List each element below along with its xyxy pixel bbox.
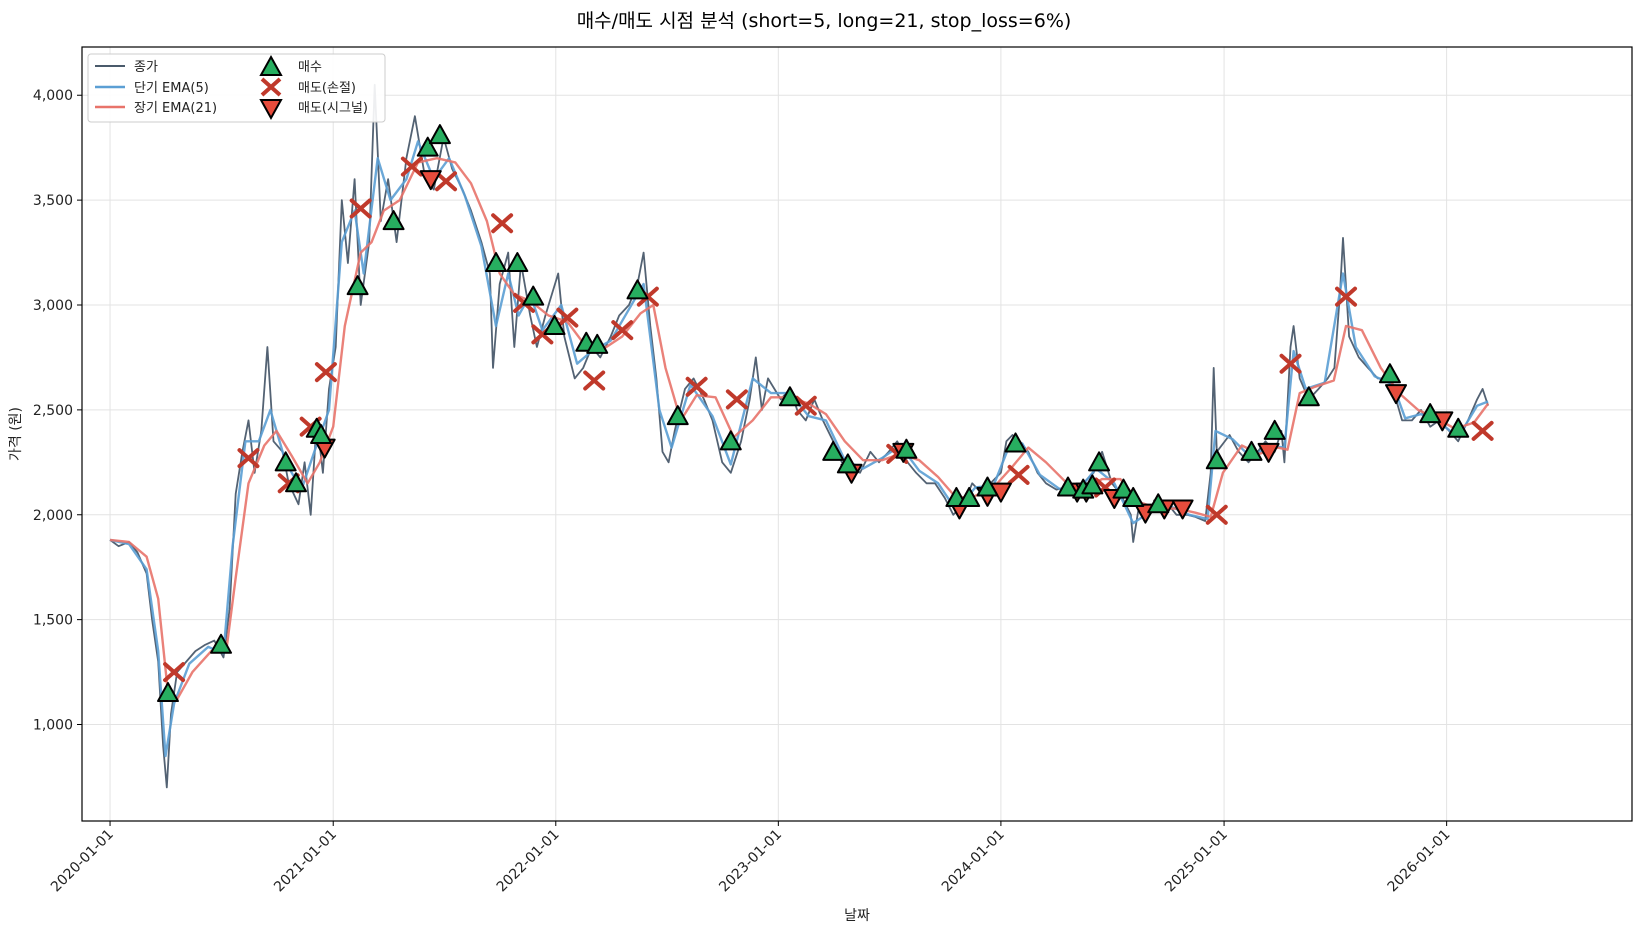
buy-marker — [1112, 478, 1135, 499]
sell-stop-marker — [1471, 420, 1494, 441]
buy-marker — [1240, 440, 1263, 461]
trade-markers — [156, 124, 1494, 703]
legend-label-sell-signal: 매도(시그널) — [298, 101, 368, 116]
sell-stop-marker — [1007, 464, 1030, 485]
legend-label-long-ema: 장기 EMA(21) — [134, 101, 217, 116]
sell-stop-marker — [314, 362, 337, 383]
x-tick-label: 2020-01-01 — [48, 827, 117, 896]
buy-marker — [210, 633, 233, 654]
sell-stop-marker — [1335, 286, 1358, 307]
legend-label-close: 종가 — [134, 60, 158, 75]
x-tick-label: 2022-01-01 — [494, 827, 563, 896]
buy-marker — [1263, 419, 1286, 440]
buy-marker — [778, 386, 801, 407]
y-tick-label: 2,000 — [33, 508, 73, 524]
y-tick-label: 1,000 — [33, 718, 73, 734]
buy-marker — [822, 440, 845, 461]
buy-marker — [1447, 417, 1470, 438]
x-tick-label: 2024-01-01 — [939, 827, 1008, 896]
sell-stop-marker — [1279, 353, 1302, 374]
buy-marker — [666, 405, 689, 426]
legend-swatch-sell-signal — [259, 99, 283, 121]
buy-marker — [1147, 493, 1170, 514]
buy-marker — [1297, 386, 1320, 407]
sell-stop-marker — [725, 389, 748, 410]
sell-stop-marker — [400, 156, 423, 177]
buy-marker — [285, 472, 308, 493]
legend: 종가 단기 EMA(5) 장기 EMA(21) 매수 매도(손절) 매도(시그널… — [87, 53, 386, 123]
x-tick-label: 2023-01-01 — [716, 827, 785, 896]
legend-swatch-sell-stop — [260, 77, 282, 97]
buy-marker — [836, 453, 859, 474]
y-axis-ticks: 1,000 1,500 2,000 2,500 3,000 3,500 4,000 — [33, 88, 82, 734]
buy-marker — [310, 424, 333, 445]
sell-signal-marker — [1171, 499, 1194, 520]
buy-marker — [346, 275, 369, 296]
buy-marker — [416, 136, 439, 157]
sell-stop-marker — [583, 370, 606, 391]
legend-box — [87, 53, 386, 123]
buy-marker — [274, 451, 297, 472]
y-axis-label: 가격 (원) — [8, 407, 24, 461]
buy-marker — [156, 682, 179, 703]
sell-signal-marker — [1257, 442, 1280, 463]
sell-stop-marker — [611, 320, 634, 341]
buy-marker — [895, 438, 918, 459]
x-tick-label: 2025-01-01 — [1162, 827, 1231, 896]
buy-marker — [1205, 449, 1228, 470]
legend-label-buy: 매수 — [298, 60, 322, 75]
x-axis-ticks: 2020-01-01 2021-01-01 2022-01-01 2023-01-01… — [48, 821, 1453, 895]
sell-signal-marker — [419, 170, 442, 191]
buy-marker — [719, 430, 742, 451]
buy-marker — [976, 476, 999, 497]
sell-stop-marker — [556, 307, 579, 328]
y-tick-label: 1,500 — [33, 613, 73, 629]
series-line-short-ema — [109, 140, 1489, 758]
buy-marker — [1122, 486, 1145, 507]
x-tick-label: 2026-01-01 — [1385, 827, 1454, 896]
sell-stop-marker — [685, 376, 708, 397]
buy-marker — [382, 210, 405, 231]
buy-marker — [1419, 403, 1442, 424]
legend-label-short-ema: 단기 EMA(5) — [134, 81, 209, 96]
sell-stop-marker — [435, 171, 458, 192]
buy-marker — [485, 252, 508, 273]
buy-marker — [626, 279, 649, 300]
plot-frame — [81, 46, 1633, 822]
legend-label-sell-stop: 매도(손절) — [298, 81, 356, 96]
legend-swatch-buy — [259, 54, 283, 76]
chart-title: 매수/매도 시점 분석 (short=5, long=21, stop_loss… — [577, 10, 1072, 32]
x-tick-label: 2021-01-01 — [271, 827, 340, 896]
sell-signal-marker — [1385, 384, 1408, 405]
x-axis-label: 날짜 — [844, 908, 870, 924]
sell-stop-marker — [1205, 504, 1228, 525]
y-tick-label: 4,000 — [33, 88, 73, 104]
buy-marker — [1378, 363, 1401, 384]
sell-stop-marker — [794, 395, 817, 416]
y-tick-label: 3,500 — [33, 193, 73, 209]
buy-marker — [543, 314, 566, 335]
sell-stop-marker — [163, 662, 186, 683]
buy-marker — [958, 486, 981, 507]
buy-marker — [1088, 451, 1111, 472]
buy-marker — [506, 252, 529, 273]
buy-marker — [522, 285, 545, 306]
buy-marker — [428, 124, 451, 145]
buy-marker — [586, 333, 609, 354]
series-line-long-ema — [109, 156, 1490, 701]
buy-marker — [1056, 476, 1079, 497]
sell-stop-marker — [349, 198, 372, 219]
buy-marker — [1081, 474, 1104, 495]
y-tick-label: 2,500 — [33, 403, 73, 419]
buy-marker — [1004, 432, 1027, 453]
sell-stop-marker — [237, 448, 260, 469]
sell-stop-marker — [491, 213, 514, 234]
y-tick-label: 3,000 — [33, 298, 73, 314]
